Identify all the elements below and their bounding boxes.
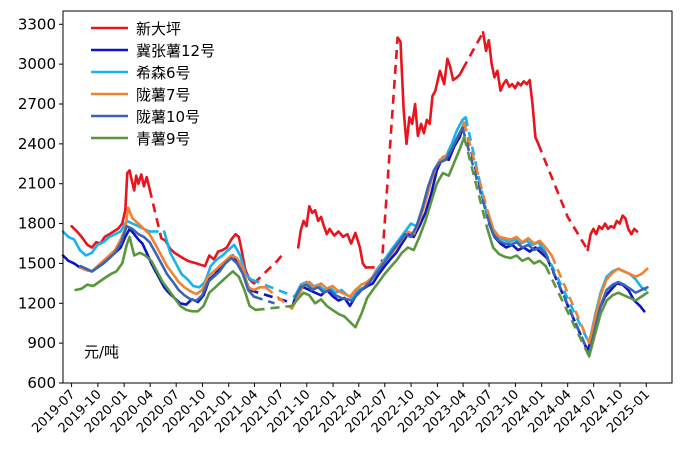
- series-line: [160, 232, 256, 285]
- series-line: [296, 205, 367, 269]
- series-gap-line: [537, 143, 589, 251]
- series-gap-line: [544, 253, 591, 355]
- series-gap-line: [543, 249, 591, 344]
- series-line: [290, 135, 466, 329]
- y-tick-label: 1500: [18, 254, 56, 272]
- legend-label: 新大坪: [136, 20, 181, 38]
- series-layer: [61, 30, 649, 358]
- series-gap-line: [462, 122, 489, 211]
- series-line: [291, 121, 466, 308]
- legend-label: 希森6号: [136, 64, 191, 82]
- series-line: [162, 230, 253, 289]
- series-gap-line: [252, 254, 283, 285]
- y-tick-label: 2400: [18, 135, 56, 153]
- series-line: [486, 215, 548, 256]
- y-tick-label: 2700: [18, 95, 56, 113]
- series-line: [587, 291, 649, 358]
- series-gap-line: [462, 136, 489, 230]
- series-line: [79, 224, 256, 302]
- series-1: [70, 30, 639, 285]
- y-tick-label: 600: [27, 374, 56, 392]
- series-line: [61, 219, 151, 257]
- y-tick-label: 3300: [18, 15, 56, 33]
- series-line: [586, 214, 639, 252]
- series-line: [74, 235, 257, 313]
- series-line: [587, 280, 649, 356]
- series-gap-line: [253, 295, 275, 305]
- series-gap-line: [544, 265, 591, 357]
- series-line: [70, 169, 151, 249]
- y-tick-label: 1200: [18, 294, 56, 312]
- series-line: [486, 227, 548, 268]
- series-gap-line: [250, 278, 296, 298]
- x-axis: 2019-072019-102020-012020-042020-072020-…: [29, 383, 653, 436]
- legend-label: 陇薯10号: [136, 108, 200, 126]
- series-gap-line: [464, 117, 488, 211]
- y-tick-label: 3000: [18, 55, 56, 73]
- legend-label: 青薯9号: [136, 130, 191, 148]
- series-3: [61, 116, 648, 345]
- series-gap-line: [365, 37, 399, 269]
- series-gap-line: [148, 188, 163, 239]
- series-gap-line: [264, 286, 293, 310]
- series-line: [396, 36, 464, 146]
- y-tick-label: 1800: [18, 215, 56, 233]
- series-gap-line: [550, 254, 591, 344]
- y-tick-label: 2100: [18, 175, 56, 193]
- series-gap-line: [249, 288, 294, 305]
- plot-area-frame: [62, 10, 673, 384]
- series-line: [293, 126, 464, 302]
- y-tick-label: 900: [27, 334, 56, 352]
- y-axis: 600 900 1200 1500 1800 2100 2400 2700 3000 3300: [18, 15, 63, 392]
- legend-label: 陇薯7号: [136, 86, 191, 104]
- series-6: [74, 135, 649, 358]
- series-gap-line: [255, 304, 293, 312]
- series-line: [481, 30, 540, 146]
- legend-label: 冀张薯12号: [136, 42, 215, 60]
- series-line: [587, 267, 649, 345]
- series-line: [486, 209, 554, 257]
- series-gap-line: [461, 31, 485, 71]
- series-line: [79, 206, 267, 296]
- unit-label: 元/吨: [84, 343, 119, 361]
